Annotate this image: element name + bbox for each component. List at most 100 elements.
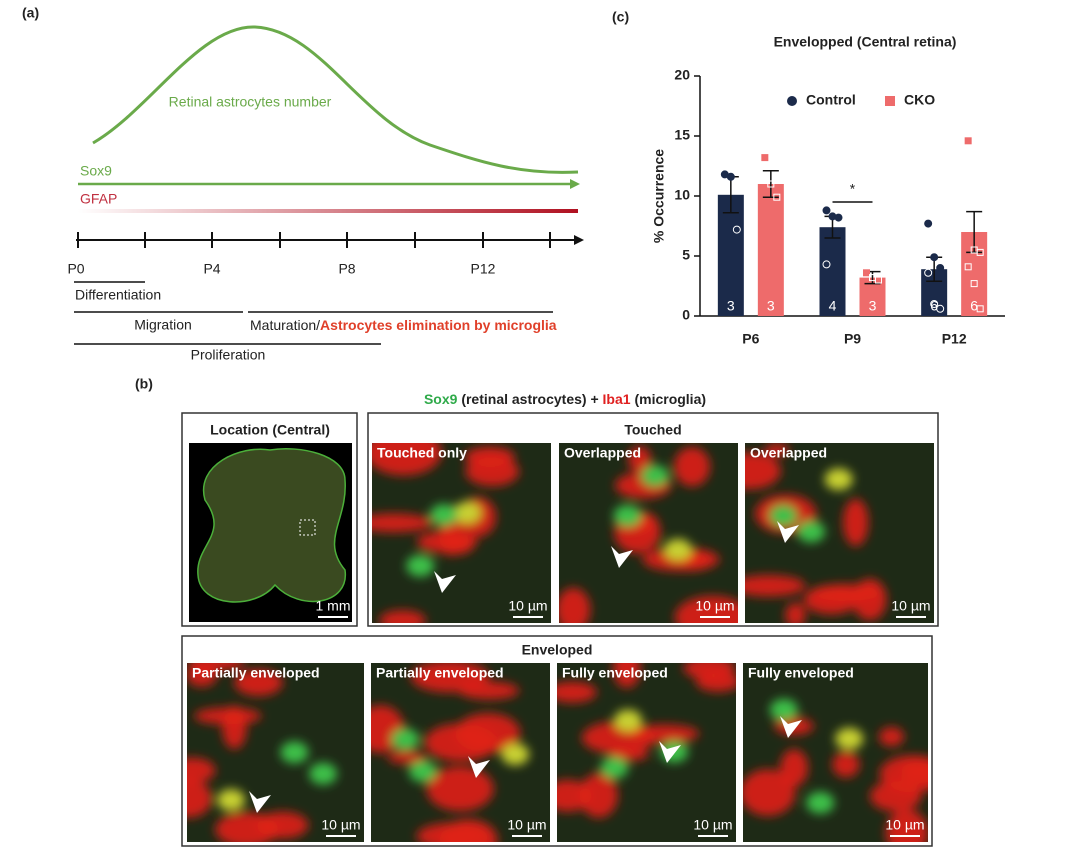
title-part: (microglia)	[634, 391, 706, 407]
legend-label: CKO	[904, 92, 935, 108]
microglia	[745, 575, 806, 597]
bar	[757, 184, 784, 316]
timeline-ticks	[77, 232, 551, 248]
point	[930, 253, 939, 262]
microglia	[234, 669, 283, 696]
y-axis-label: % Occurrence	[651, 149, 667, 243]
point	[761, 154, 769, 162]
arrowhead	[434, 571, 456, 593]
scale-label: 1 mm	[316, 598, 351, 614]
microglia	[885, 809, 928, 842]
y-tick-label: 20	[674, 67, 690, 83]
point	[936, 264, 945, 272]
astrocyte	[769, 698, 798, 721]
retina	[197, 448, 346, 603]
image-label: Overlapped	[750, 445, 827, 461]
panel-label: (c)	[612, 9, 629, 25]
point	[834, 213, 843, 222]
microglia	[785, 602, 806, 623]
arrowhead	[249, 791, 271, 813]
point	[964, 137, 972, 145]
microglia	[673, 446, 711, 487]
title-part: (retinal astrocytes) +	[461, 391, 598, 407]
microglia	[811, 583, 882, 602]
x-tick-label: P12	[942, 331, 967, 347]
microglia	[764, 443, 790, 457]
image-label: Touched only	[377, 445, 467, 461]
astrocyte	[824, 468, 853, 491]
microglia	[745, 452, 781, 490]
n-label: 3	[727, 298, 735, 314]
microglia	[559, 587, 591, 623]
microglia	[256, 811, 309, 839]
astrocyte	[769, 504, 798, 527]
image-label: Partially enveloped	[192, 665, 320, 681]
blobs	[557, 663, 736, 818]
microglia	[187, 779, 213, 818]
y-tick-label: 5	[682, 247, 690, 263]
marker-label: Sox9	[80, 163, 112, 179]
n-label: 3	[869, 298, 877, 314]
scale-label: 10 µm	[321, 817, 360, 833]
chart-title: Envelopped (Central retina)	[774, 34, 957, 50]
x-tick-label: P6	[742, 331, 759, 347]
astrocyte	[806, 791, 835, 814]
astrocyte	[640, 464, 669, 487]
microglia	[187, 757, 216, 784]
phase-label: Maturation/	[250, 317, 320, 333]
microglia	[387, 751, 427, 764]
panel-title: Sox9 (retinal astrocytes) + Iba1 (microg…	[424, 391, 706, 407]
group-title: Location (Central)	[210, 422, 330, 438]
microglia	[683, 663, 736, 680]
arrowhead	[777, 521, 799, 543]
micrograph: Fully enveloped 10 µm	[743, 663, 928, 842]
microglia	[870, 780, 922, 812]
microglia	[743, 769, 796, 816]
microglia	[222, 705, 247, 750]
microglia	[832, 751, 860, 778]
arrowhead	[780, 716, 802, 738]
microglia	[372, 443, 442, 476]
phase-lines	[74, 281, 553, 345]
astrocyte	[429, 504, 458, 527]
astrocyte	[663, 538, 692, 561]
point	[773, 193, 781, 201]
n-label: 4	[829, 298, 837, 314]
scale-label: 10 µm	[508, 598, 547, 614]
image-label: Fully enveloped	[748, 665, 854, 681]
astrocyte	[453, 501, 482, 524]
bar	[819, 227, 846, 316]
microglia	[780, 749, 809, 787]
microglia	[900, 760, 928, 785]
point	[767, 180, 775, 188]
astrocyte	[391, 728, 420, 751]
scale-label: 10 µm	[695, 598, 734, 614]
astrocyte	[406, 554, 435, 577]
arrowhead	[570, 179, 580, 189]
microglia	[581, 721, 656, 754]
arrowhead	[659, 741, 681, 763]
legend-swatch	[885, 96, 895, 106]
phase-label: Maturation/Astrocytes elimination by mic…	[250, 317, 557, 333]
group-title: Touched	[624, 422, 681, 438]
microglia	[557, 681, 597, 703]
point	[936, 304, 945, 313]
legend-label: Control	[806, 92, 856, 108]
panel-label: (a)	[22, 5, 39, 21]
time-label: P4	[203, 261, 220, 277]
chart: (c) Envelopped (Central retina) % Occurren…	[612, 9, 1005, 347]
n-label: 3	[767, 298, 775, 314]
panel-label: (b)	[135, 376, 153, 392]
point	[863, 269, 870, 277]
blobs	[743, 698, 928, 842]
image-label: Fully enveloped	[562, 665, 668, 681]
title-part: Sox9	[424, 391, 458, 407]
astrocyte	[797, 520, 826, 543]
point	[970, 280, 978, 288]
microglia	[579, 773, 618, 818]
point	[924, 268, 933, 277]
point	[924, 219, 933, 228]
microglia	[187, 663, 218, 687]
image-label: Partially enveloped	[376, 665, 504, 681]
